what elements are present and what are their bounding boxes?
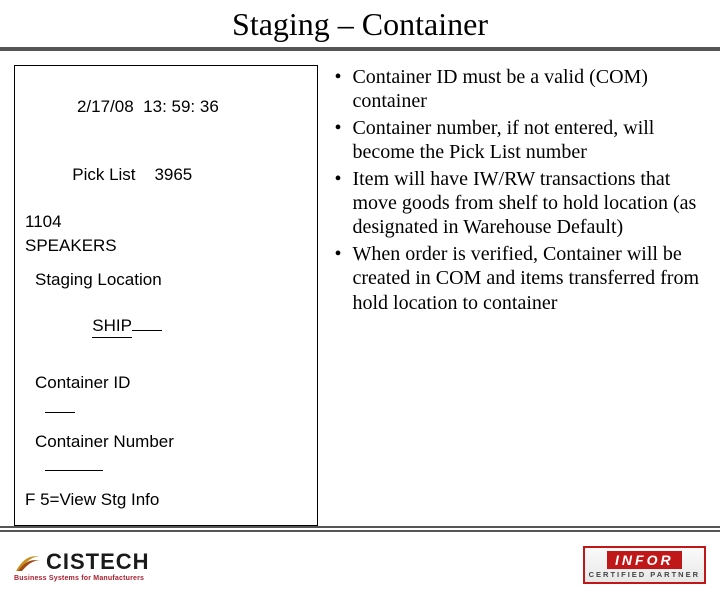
divider-bottom [0,526,720,532]
terminal-picklist-row: Pick List 3965 [25,142,307,208]
staging-blank [132,315,162,331]
terminal-line-1104: 1104 [25,211,307,233]
terminal-time: 13: 59: 36 [143,97,219,116]
title-row: Staging – Container [0,0,720,47]
picklist-label: Pick List [72,165,135,184]
cistech-wordmark: CISTECH [14,549,150,575]
cistech-tagline: Business Systems for Manufacturers [14,575,144,582]
bullet-text: When order is verified, Container will b… [352,242,706,315]
cistech-name: CISTECH [46,549,150,575]
container-number-blank-row [25,455,307,477]
swoosh-icon [14,551,42,573]
bullet-item: •Container number, if not entered, will … [332,116,706,165]
terminal-line-speakers: SPEAKERS [25,235,307,257]
infor-logo: INFOR CERTIFIED PARTNER [583,546,706,584]
terminal-header-row: 2/17/08 13: 59: 36 [25,74,307,140]
bullet-list: •Container ID must be a valid (COM) cont… [332,65,706,315]
logo-row: CISTECH Business Systems for Manufacture… [0,538,720,598]
bullet-item: •Container ID must be a valid (COM) cont… [332,65,706,114]
bullet-item: •When order is verified, Container will … [332,242,706,315]
terminal-date: 2/17/08 [77,97,134,116]
container-number-label: Container Number [25,431,307,453]
bullet-dot: • [332,242,352,315]
cistech-logo: CISTECH Business Systems for Manufacture… [14,549,150,582]
container-id-label: Container ID [25,372,307,394]
terminal-box: 2/17/08 13: 59: 36 Pick List 3965 1104 S… [14,65,318,526]
slide: Staging – Container 2/17/08 13: 59: 36 P… [0,0,720,540]
left-column: 2/17/08 13: 59: 36 Pick List 3965 1104 S… [14,65,318,526]
container-number-blank [45,455,103,471]
infor-sub: CERTIFIED PARTNER [589,571,700,579]
bullet-text: Container number, if not entered, will b… [352,116,706,165]
bullet-item: •Item will have IW/RW transactions that … [332,167,706,240]
staging-location-value: SHIP [92,315,132,338]
picklist-value: 3965 [154,165,192,184]
right-column: •Container ID must be a valid (COM) cont… [332,65,706,526]
bullet-text: Item will have IW/RW transactions that m… [352,167,706,240]
bullet-text: Container ID must be a valid (COM) conta… [352,65,706,114]
bullet-dot: • [332,65,352,114]
staging-location-label: Staging Location [25,269,307,291]
infor-name: INFOR [607,551,682,569]
body: 2/17/08 13: 59: 36 Pick List 3965 1104 S… [0,51,720,526]
terminal-fkey: F 5=View Stg Info [25,489,307,511]
page-title: Staging – Container [0,6,720,43]
container-id-blank [45,396,75,412]
bullet-dot: • [332,167,352,240]
container-id-blank-row [25,396,307,418]
bullet-dot: • [332,116,352,165]
staging-location-value-row: SHIP [25,293,307,360]
footer: CISTECH Business Systems for Manufacture… [0,526,720,598]
